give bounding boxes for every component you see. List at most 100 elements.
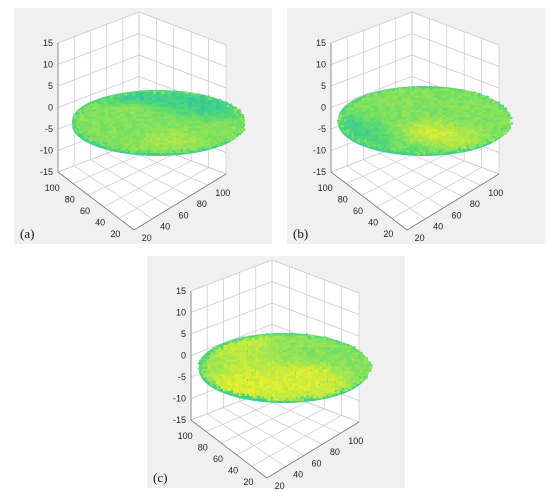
surface-cell xyxy=(406,124,411,128)
surface-cell xyxy=(355,371,360,375)
surface-edge-cell xyxy=(362,98,365,101)
surface-cell xyxy=(196,114,201,117)
surface-cell xyxy=(353,122,359,125)
surface-cell xyxy=(291,381,296,384)
surface-cell xyxy=(347,364,352,368)
surface-cell xyxy=(402,129,407,133)
surface-cell xyxy=(421,146,427,149)
surface-cell xyxy=(446,122,452,125)
surface-cell xyxy=(246,354,251,358)
surface-cell xyxy=(227,123,233,127)
surface-cell xyxy=(405,112,410,116)
surface-edge-cell xyxy=(486,96,489,99)
surface-cell xyxy=(148,114,153,117)
surface-cell xyxy=(311,340,316,344)
surface-cell xyxy=(477,136,483,140)
surface-cell xyxy=(406,95,412,99)
surface-cell xyxy=(163,145,169,149)
surface-edge-cell xyxy=(367,93,370,96)
surface-disc xyxy=(71,89,246,156)
surface-cell xyxy=(397,122,403,125)
surface-cell xyxy=(485,136,491,140)
surface-cell xyxy=(438,124,444,128)
surface-edge-cell xyxy=(238,109,242,112)
surface-cell xyxy=(474,122,479,125)
surface-cell xyxy=(108,121,114,125)
surface-cell xyxy=(373,143,379,147)
surface-cell xyxy=(418,105,423,109)
surface-cell xyxy=(234,359,240,363)
surface-cell xyxy=(441,105,447,109)
surface-cell xyxy=(124,128,130,132)
surface-cell xyxy=(414,107,419,111)
surface-cell xyxy=(255,364,260,368)
surface-cell xyxy=(398,105,403,109)
surface-cell xyxy=(405,138,410,142)
surface-cell xyxy=(275,352,280,356)
surface-cell xyxy=(119,99,125,103)
surface-cell xyxy=(323,371,328,375)
surface-cell xyxy=(286,366,292,370)
surface-cell xyxy=(143,123,149,127)
surface-cell xyxy=(262,361,268,365)
surface-cell xyxy=(266,337,272,341)
surface-cell xyxy=(378,138,383,142)
surface-cell xyxy=(132,121,138,125)
surface-cell xyxy=(267,376,273,380)
surface-cell xyxy=(466,141,472,145)
surface-cell xyxy=(159,111,165,115)
surface-cell xyxy=(430,134,435,137)
surface-cell xyxy=(291,357,297,360)
surface-cell xyxy=(263,376,268,380)
surface-cell xyxy=(155,111,160,115)
surface-edge-cell xyxy=(154,89,157,92)
surface-edge-cell xyxy=(77,117,80,120)
surface-cell xyxy=(135,109,140,113)
surface-edge-cell xyxy=(171,150,174,153)
surface-cell xyxy=(271,347,277,351)
surface-cell xyxy=(327,385,332,389)
surface-cell xyxy=(470,105,475,109)
surface-cell xyxy=(155,142,160,146)
surface-cell xyxy=(290,371,295,375)
z-gridline-right xyxy=(138,33,227,67)
surface-cell xyxy=(211,354,217,358)
surface-cell xyxy=(218,369,224,372)
surface-cell xyxy=(239,352,245,356)
surface-edge-cell xyxy=(184,149,187,152)
surface-cell xyxy=(454,124,459,128)
surface-cell xyxy=(322,337,328,341)
surface-cell xyxy=(295,354,300,358)
surface-cell xyxy=(426,148,432,152)
surface-cell xyxy=(462,143,467,147)
surface-cell xyxy=(100,126,105,129)
surface-cell xyxy=(381,124,387,128)
surface-cell xyxy=(449,90,455,94)
surface-cell xyxy=(433,93,439,97)
surface-edge-cell xyxy=(204,367,207,370)
surface-edge-cell xyxy=(432,150,436,153)
surface-cell xyxy=(433,95,438,99)
surface-cell xyxy=(334,357,340,360)
surface-cell xyxy=(204,130,209,134)
surface-cell xyxy=(361,119,367,123)
surface-edge-cell xyxy=(95,102,98,106)
surface-cell xyxy=(111,118,117,122)
surface-cell xyxy=(414,105,419,109)
surface-cell xyxy=(238,390,244,394)
surface-cell xyxy=(216,111,222,115)
surface-cell xyxy=(192,138,197,141)
surface-cell xyxy=(180,121,186,125)
surface-cell xyxy=(251,376,256,380)
surface-cell xyxy=(250,364,256,368)
surface-cell xyxy=(139,145,144,149)
surface-cell xyxy=(124,114,130,117)
surface-cell xyxy=(236,118,241,122)
surface-cell xyxy=(215,126,221,129)
z-gridline-left xyxy=(190,302,273,335)
surface-cell xyxy=(112,126,117,129)
surface-cell xyxy=(319,359,325,363)
surface-cell xyxy=(307,378,313,382)
surface-edge-cell xyxy=(203,370,206,373)
surface-cell xyxy=(381,117,387,121)
